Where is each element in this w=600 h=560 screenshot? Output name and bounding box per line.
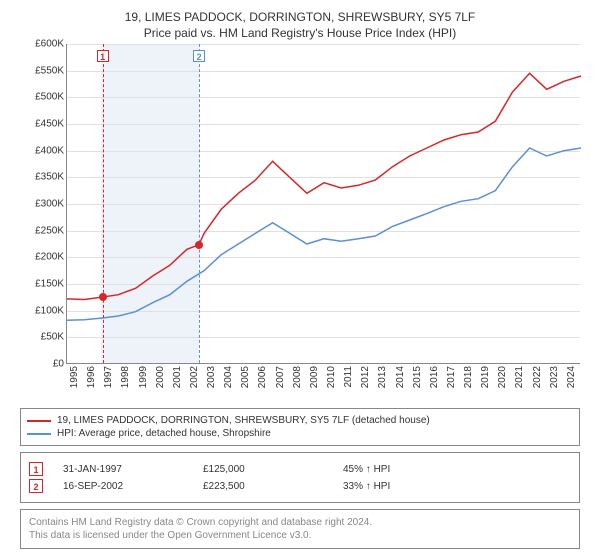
- event-hpi: 45% ↑ HPI: [343, 464, 443, 475]
- attribution: Contains HM Land Registry data © Crown c…: [20, 509, 580, 549]
- y-tick-label: £450K: [20, 119, 64, 130]
- y-tick-label: £600K: [20, 39, 64, 50]
- x-tick-label: 2011: [343, 366, 354, 388]
- x-tick-label: 2002: [189, 366, 200, 388]
- x-tick-label: 2004: [223, 366, 234, 388]
- x-tick-label: 2008: [292, 366, 303, 388]
- plot-svg: [67, 44, 581, 364]
- chart-title-address: 19, LIMES PADDOCK, DORRINGTON, SHREWSBUR…: [10, 10, 590, 24]
- event-hpi: 33% ↑ HPI: [343, 481, 443, 492]
- x-tick-label: 1999: [138, 366, 149, 388]
- x-tick-label: 2016: [429, 366, 440, 388]
- y-tick-label: £400K: [20, 145, 64, 156]
- event-guideline: [103, 44, 104, 363]
- attribution-line2: This data is licensed under the Open Gov…: [29, 529, 571, 542]
- x-tick-label: 1995: [69, 366, 80, 388]
- chart-subtitle: Price paid vs. HM Land Registry's House …: [10, 26, 590, 40]
- legend-row-red: 19, LIMES PADDOCK, DORRINGTON, SHREWSBUR…: [27, 415, 573, 426]
- x-tick-label: 2007: [275, 366, 286, 388]
- event-guideline: [199, 44, 200, 363]
- x-tick-label: 2019: [480, 366, 491, 388]
- event-marker-icon: 2: [29, 479, 43, 493]
- y-tick-label: £200K: [20, 252, 64, 263]
- x-tick-label: 2014: [395, 366, 406, 388]
- x-tick-label: 2010: [326, 366, 337, 388]
- x-tick-label: 2021: [514, 366, 525, 388]
- x-tick-label: 2005: [240, 366, 251, 388]
- y-tick-label: £250K: [20, 225, 64, 236]
- x-tick-label: 2015: [412, 366, 423, 388]
- x-axis-labels: 1995 1996 1997 1998 1999 2000 2001 2002 2003 2004…: [66, 366, 580, 406]
- x-tick-label: 2024: [566, 366, 577, 388]
- event-price: £223,500: [203, 481, 323, 492]
- event-date: 16-SEP-2002: [63, 481, 183, 492]
- x-tick-label: 2018: [463, 366, 474, 388]
- x-tick-label: 2022: [532, 366, 543, 388]
- x-tick-label: 2012: [360, 366, 371, 388]
- x-tick-label: 2023: [549, 366, 560, 388]
- legend-swatch-red: [27, 420, 51, 422]
- y-tick-label: £0: [20, 359, 64, 370]
- x-tick-label: 2020: [497, 366, 508, 388]
- x-tick-label: 2000: [155, 366, 166, 388]
- plot-area: 12: [66, 44, 580, 364]
- event-marker-icon: 1: [29, 462, 43, 476]
- y-tick-label: £150K: [20, 279, 64, 290]
- x-tick-label: 2006: [257, 366, 268, 388]
- y-tick-label: £50K: [20, 332, 64, 343]
- event-table-row: 2 16-SEP-2002 £223,500 33% ↑ HPI: [29, 479, 571, 493]
- event-date: 31-JAN-1997: [63, 464, 183, 475]
- y-tick-label: £350K: [20, 172, 64, 183]
- series-line-red: [67, 73, 581, 299]
- x-tick-label: 1998: [120, 366, 131, 388]
- x-tick-label: 2003: [206, 366, 217, 388]
- legend: 19, LIMES PADDOCK, DORRINGTON, SHREWSBUR…: [20, 408, 580, 446]
- legend-row-blue: HPI: Average price, detached house, Shro…: [27, 428, 573, 439]
- series-line-blue: [67, 148, 581, 320]
- x-tick-label: 2009: [309, 366, 320, 388]
- y-tick-label: £300K: [20, 199, 64, 210]
- event-table-row: 1 31-JAN-1997 £125,000 45% ↑ HPI: [29, 462, 571, 476]
- events-table: 1 31-JAN-1997 £125,000 45% ↑ HPI 2 16-SEP-200…: [20, 452, 580, 503]
- y-tick-label: £500K: [20, 92, 64, 103]
- x-tick-label: 2013: [377, 366, 388, 388]
- y-axis-labels: £0£50K£100K£150K£200K£250K£300K£350K£400…: [20, 44, 66, 364]
- y-tick-label: £550K: [20, 65, 64, 76]
- x-tick-label: 2017: [446, 366, 457, 388]
- event-dot-1: [99, 293, 107, 301]
- legend-label-blue: HPI: Average price, detached house, Shro…: [57, 428, 271, 439]
- y-tick-label: £100K: [20, 305, 64, 316]
- legend-label-red: 19, LIMES PADDOCK, DORRINGTON, SHREWSBUR…: [57, 415, 430, 426]
- event-marker-1: 1: [97, 50, 109, 62]
- event-price: £125,000: [203, 464, 323, 475]
- x-tick-label: 1996: [86, 366, 97, 388]
- attribution-line1: Contains HM Land Registry data © Crown c…: [29, 516, 571, 529]
- x-tick-label: 1997: [103, 366, 114, 388]
- x-tick-label: 2001: [172, 366, 183, 388]
- event-dot-2: [195, 241, 203, 249]
- legend-swatch-blue: [27, 433, 51, 435]
- chart-container: £0 £50K £100K £150K £200K £250K £300K £350K £400…: [20, 44, 580, 404]
- event-marker-2: 2: [193, 50, 205, 62]
